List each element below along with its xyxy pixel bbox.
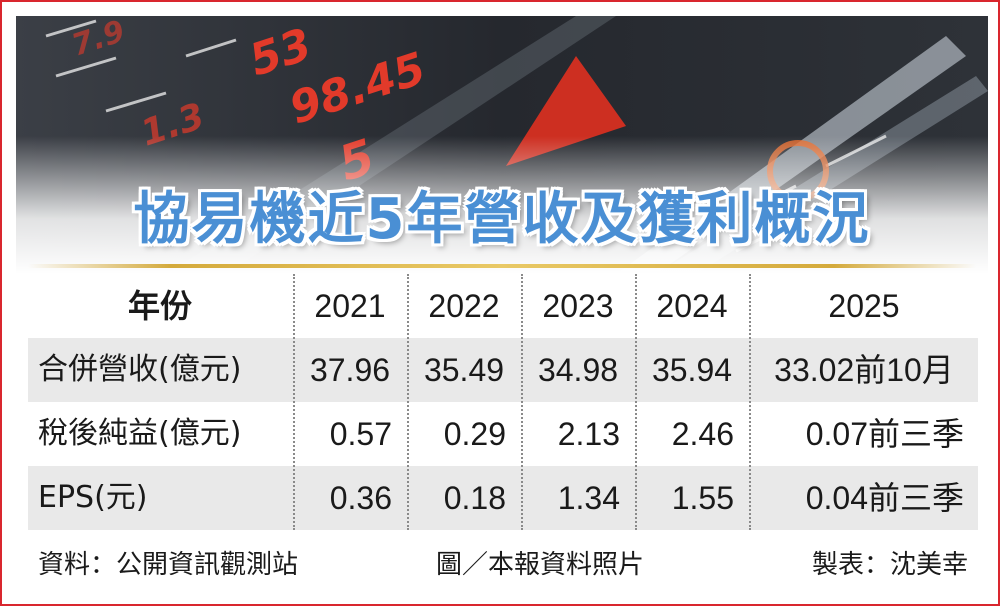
table-header-row: 年份 2021 2022 2023 2024 2025 xyxy=(28,274,978,338)
table-cell: 2.13 xyxy=(557,416,620,452)
table-row: EPS(元) 0.36 0.18 1.34 1.55 0.04前三季 xyxy=(28,466,978,530)
table-cell: 35.49 xyxy=(423,352,505,388)
column-divider xyxy=(635,274,637,530)
stock-ticker-photo: 53 98.45 5 1.3 7.9 xyxy=(16,16,988,274)
column-divider xyxy=(749,274,751,530)
source-note: 資料：公開資訊觀測站 xyxy=(38,550,299,580)
table-cell: 33.02前10月 xyxy=(774,352,954,388)
gold-divider xyxy=(28,264,976,268)
header-2024: 2024 xyxy=(656,288,728,324)
page-title: 協易機近5年營收及獲利概況 xyxy=(133,187,871,252)
table-cell: 0.36 xyxy=(329,480,392,516)
table-cell: 0.04前三季 xyxy=(805,480,964,516)
table-cell: 1.55 xyxy=(671,480,734,516)
column-divider xyxy=(521,274,523,530)
header-2021: 2021 xyxy=(314,288,386,324)
footer: 資料：公開資訊觀測站 圖／本報資料照片 製表：沈美幸 xyxy=(2,530,998,590)
row-label-eps: EPS(元) xyxy=(38,480,148,515)
table-cell: 37.96 xyxy=(309,352,391,388)
table-cell: 35.94 xyxy=(651,352,733,388)
table-row: 稅後純益(億元) 0.57 0.29 2.13 2.46 0.07前三季 xyxy=(28,402,978,466)
row-label-net-income: 稅後純益(億元) xyxy=(38,416,242,451)
table-cell: 0.07前三季 xyxy=(805,416,964,452)
row-label-revenue: 合併營收(億元) xyxy=(38,352,242,387)
table-cell: 1.34 xyxy=(557,480,620,516)
header-year-label: 年份 xyxy=(127,287,192,325)
table-cell: 0.29 xyxy=(443,416,506,452)
table-cell: 34.98 xyxy=(537,352,619,388)
table-cell: 0.18 xyxy=(443,480,506,516)
column-divider xyxy=(293,274,295,530)
header-2022: 2022 xyxy=(428,288,500,324)
table-row: 合併營收(億元) 37.96 35.49 34.98 35.94 33.02前1… xyxy=(28,338,978,402)
photo-credit: 圖／本報資料照片 xyxy=(436,550,645,580)
column-divider xyxy=(407,274,409,530)
table-cell: 2.46 xyxy=(671,416,734,452)
maker-credit: 製表：沈美幸 xyxy=(811,550,968,580)
header-2023: 2023 xyxy=(542,288,614,324)
header-2025: 2025 xyxy=(828,288,900,324)
table-cell: 0.57 xyxy=(329,416,392,452)
photo-fade xyxy=(16,136,988,274)
